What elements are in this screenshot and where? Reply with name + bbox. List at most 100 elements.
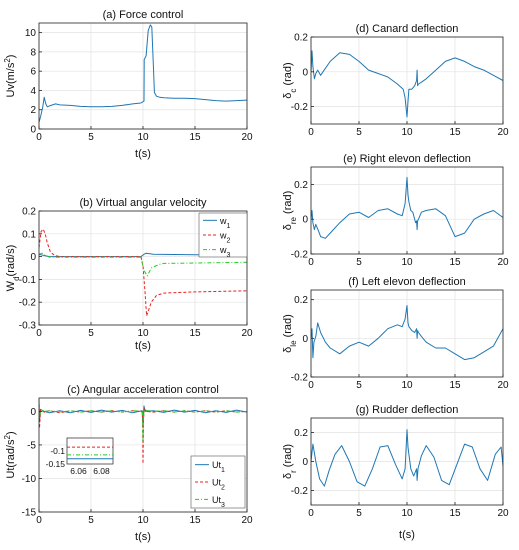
x-tick-label: 20 bbox=[497, 508, 509, 519]
x-tick-label: 10 bbox=[401, 380, 413, 391]
x-tick-label: 20 bbox=[241, 132, 253, 143]
chart-title: (a) Force control bbox=[103, 9, 184, 21]
x-tick-label: 0 bbox=[308, 508, 314, 519]
y-tick-label: -15 bbox=[22, 508, 37, 519]
series-line-1 bbox=[311, 176, 503, 239]
y-axis-label: δle (rad) bbox=[282, 314, 298, 353]
series-group bbox=[311, 305, 503, 361]
x-tick-label: 5 bbox=[88, 132, 94, 143]
x-tick-label: 15 bbox=[189, 515, 201, 526]
x-tick-label: 5 bbox=[356, 257, 362, 268]
y-tick-label: -0.2 bbox=[291, 373, 309, 384]
y-tick-label: -5 bbox=[27, 440, 36, 451]
x-tick-label: 20 bbox=[241, 328, 253, 339]
x-axis-label: t(s) bbox=[135, 148, 151, 160]
inset-box bbox=[66, 437, 114, 465]
x-tick-label: 15 bbox=[449, 127, 461, 138]
x-axis-label: t(s) bbox=[135, 531, 151, 543]
y-tick-label: 0 bbox=[302, 67, 308, 78]
chart-b: 0 5 10 15 20 -0.3 -0.2 -0.1 0 0.1 0.2 (b) Virtual a… bbox=[5, 197, 253, 352]
series-line-1 bbox=[39, 24, 247, 123]
x-tick-label: 0 bbox=[308, 380, 314, 391]
series-line-1 bbox=[311, 429, 503, 487]
y-tick-label: 0 bbox=[302, 334, 308, 345]
y-tick-label: 10 bbox=[25, 28, 37, 39]
y-tick-label: 0 bbox=[30, 125, 36, 136]
chart-title: (b) Virtual angular velocity bbox=[80, 197, 207, 209]
inset-zoom: 6.06 6.08 -0.15 -0.1 bbox=[46, 437, 114, 476]
x-tick-label: 0 bbox=[308, 127, 314, 138]
series-group bbox=[311, 176, 503, 239]
y-tick-label: 0.2 bbox=[294, 33, 308, 44]
y-tick-label: -0.2 bbox=[19, 298, 37, 309]
series-line-3 bbox=[39, 403, 247, 443]
chart-c: 0 5 10 15 20 -15 -10 -5 0 (c) Angular acceleratio… bbox=[3, 384, 253, 543]
series-line-2 bbox=[39, 228, 247, 317]
y-axis-label: δr (rad) bbox=[282, 444, 298, 479]
y-tick-label: -0.1 bbox=[19, 275, 37, 286]
x-tick-label: 10 bbox=[137, 132, 149, 143]
x-tick-label: 5 bbox=[356, 127, 362, 138]
x-tick-label: 10 bbox=[137, 328, 149, 339]
x-tick-label: 5 bbox=[356, 508, 362, 519]
legend-label: Ut1 bbox=[212, 460, 225, 474]
series-group bbox=[39, 399, 247, 465]
series-line-1 bbox=[311, 50, 503, 118]
x-tick-label: 0 bbox=[308, 257, 314, 268]
x-tick-label: 15 bbox=[449, 380, 461, 391]
x-tick-label: 0 bbox=[36, 132, 42, 143]
x-tick-label: 10 bbox=[401, 127, 413, 138]
x-tick-label: 20 bbox=[497, 380, 509, 391]
chart-d: 0 5 10 15 20 -0.2 0 0.2 (d) Canard deflection δc … bbox=[282, 23, 509, 138]
series-line-1 bbox=[39, 401, 247, 426]
x-tick-label: 0 bbox=[36, 328, 42, 339]
chart-title: (c) Angular acceleration control bbox=[67, 384, 219, 396]
series-group bbox=[39, 228, 247, 317]
y-tick-label: 8 bbox=[30, 47, 36, 58]
x-tick-label: 15 bbox=[189, 132, 201, 143]
y-axis-label: δc (rad) bbox=[282, 62, 298, 98]
y-tick-label: 6 bbox=[30, 67, 36, 78]
y-tick-label: 4 bbox=[30, 86, 36, 97]
chart-title: (d) Canard deflection bbox=[356, 23, 459, 35]
y-tick-label: -0.2 bbox=[291, 250, 309, 261]
y-tick-label: 0.2 bbox=[294, 428, 308, 439]
y-axis-label: Wd(rad/s) bbox=[5, 245, 21, 292]
chart-f: 0 5 10 15 20-0.200.2(f) Left elevon deflecti… bbox=[282, 276, 509, 391]
series-line-1 bbox=[311, 305, 503, 361]
legend-label: Ut2 bbox=[212, 478, 225, 492]
y-tick-label: 0 bbox=[30, 252, 36, 263]
chart-title: (g) Rudder deflection bbox=[356, 404, 459, 416]
legend: Ut1 Ut2 Ut3 bbox=[190, 455, 246, 509]
series-line-3 bbox=[39, 252, 247, 277]
x-tick-label: 15 bbox=[449, 257, 461, 268]
x-tick-label: 5 bbox=[88, 328, 94, 339]
y-tick-label: 0.2 bbox=[22, 207, 36, 218]
y-axis-label: δre (rad) bbox=[282, 191, 298, 231]
y-tick-label: -0.2 bbox=[291, 486, 309, 497]
inset-y-tick-label: -0.1 bbox=[50, 446, 65, 456]
y-tick-label: 2 bbox=[30, 105, 36, 116]
series-group bbox=[311, 50, 503, 118]
x-axis-label: t(s) bbox=[135, 340, 151, 352]
y-tick-label: 0 bbox=[30, 407, 36, 418]
chart-title: (e) Right elevon deflection bbox=[343, 153, 471, 165]
x-tick-label: 10 bbox=[401, 508, 413, 519]
x-tick-label: 15 bbox=[189, 328, 201, 339]
x-tick-label: 10 bbox=[401, 257, 413, 268]
y-tick-label: 0.1 bbox=[22, 229, 36, 240]
x-tick-label: 20 bbox=[497, 257, 509, 268]
y-tick-label: 0.2 bbox=[294, 295, 308, 306]
chart-title: (f) Left elevon deflection bbox=[348, 276, 465, 288]
inset-y-tick-label: -0.15 bbox=[46, 459, 66, 469]
legend-label: w3 bbox=[219, 245, 231, 259]
y-tick-label: 0 bbox=[302, 215, 308, 226]
inset-x-tick-label: 6.06 bbox=[70, 466, 87, 476]
y-axis-label: Uv(m/s2) bbox=[3, 55, 18, 98]
legend-label: w2 bbox=[219, 231, 231, 245]
y-tick-label: 0 bbox=[302, 457, 308, 468]
y-tick-label: -0.3 bbox=[19, 321, 37, 332]
legend-label: Ut3 bbox=[212, 495, 225, 509]
